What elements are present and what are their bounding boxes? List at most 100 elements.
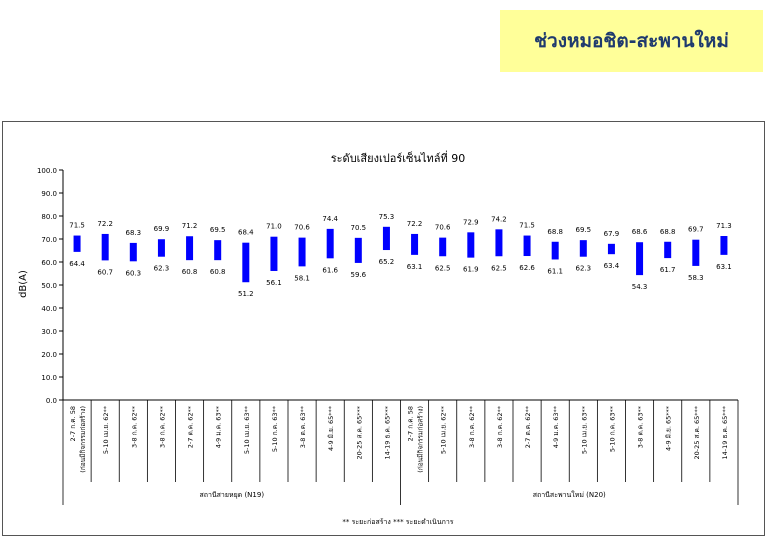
max-value-label: 70.6 (435, 224, 451, 232)
header-title: ช่วงหมอชิต-สะพานใหม่ (534, 30, 729, 52)
max-value-label: 68.8 (660, 228, 676, 236)
min-value-label: 61.1 (547, 267, 563, 275)
category-label: (ก่อนมีกิจกรรมก่อสร้าง) (417, 406, 425, 473)
range-bar (495, 229, 503, 257)
category-label: 5-10 ก.ค. 63** (271, 405, 279, 452)
min-value-label: 63.4 (604, 262, 620, 270)
range-bar (467, 232, 475, 258)
group-label: สถานีสายหยุด (N19) (199, 491, 264, 499)
min-value-label: 63.1 (716, 263, 732, 271)
max-value-label: 71.2 (182, 222, 198, 230)
y-axis-label: dB(A) (18, 270, 29, 298)
y-tick-label: 50.0 (41, 282, 57, 290)
category-label: 20-25 ส.ค. 65*** (355, 405, 363, 459)
category-label: 3-8 ก.ค. 62** (158, 405, 166, 448)
category-label: 4-9 มิ.ย. 65*** (327, 405, 335, 451)
max-value-label: 72.2 (407, 220, 423, 228)
y-tick-label: 70.0 (41, 236, 57, 244)
max-value-label: 68.3 (126, 229, 142, 237)
min-value-label: 62.5 (491, 264, 507, 272)
category-label: 2-7 ก.ค. 58 (69, 406, 77, 441)
max-value-label: 70.6 (294, 224, 310, 232)
max-value-label: 67.9 (604, 230, 620, 238)
y-tick-label: 100.0 (37, 167, 57, 175)
max-value-label: 71.0 (266, 223, 282, 231)
min-value-label: 60.8 (210, 268, 226, 276)
category-label: 3-8 ต.ค. 63** (299, 405, 307, 448)
max-value-label: 68.4 (238, 229, 254, 237)
y-tick-label: 10.0 (41, 374, 57, 382)
min-value-label: 64.4 (69, 260, 85, 268)
category-label: 2-7 ก.ค. 58 (407, 406, 415, 441)
max-value-label: 68.6 (632, 228, 648, 236)
y-tick-label: 60.0 (41, 259, 57, 267)
range-bar (607, 243, 615, 255)
category-label: 2-7 ต.ค. 62** (524, 405, 532, 448)
category-label: 4-9 ม.ค. 63** (215, 405, 223, 448)
max-value-label: 74.4 (322, 215, 338, 223)
min-value-label: 63.1 (407, 263, 423, 271)
y-tick-label: 40.0 (41, 305, 57, 313)
min-value-label: 58.1 (294, 274, 310, 282)
max-value-label: 71.5 (69, 222, 85, 230)
range-bar (242, 242, 250, 283)
y-tick-label: 30.0 (41, 328, 57, 336)
category-label: 14-19 ธ.ค. 65*** (721, 405, 729, 459)
min-value-label: 56.1 (266, 279, 282, 287)
chart-frame (2, 121, 765, 536)
max-value-label: 69.5 (210, 226, 226, 234)
range-bar (439, 237, 447, 257)
category-label: 3-8 ก.ค. 62** (130, 405, 138, 448)
min-value-label: 58.3 (688, 274, 704, 282)
category-label: 5-10 เม.ย. 63** (580, 405, 588, 454)
range-bar (186, 236, 194, 261)
max-value-label: 72.9 (463, 218, 479, 226)
range-bar (720, 236, 728, 255)
category-label: 3-8 ก.ค. 62** (468, 405, 476, 448)
max-value-label: 68.8 (547, 228, 563, 236)
range-bar (129, 242, 137, 262)
range-bar (214, 240, 222, 261)
max-value-label: 71.3 (716, 222, 732, 230)
range-bar (326, 228, 334, 259)
category-label: (ก่อนมีกิจกรรมก่อสร้าง) (79, 406, 87, 473)
category-label: 4-9 ม.ค. 63** (552, 405, 560, 448)
category-label: 5-10 เม.ย. 63** (243, 405, 251, 454)
min-value-label: 62.3 (576, 265, 592, 273)
range-bar (298, 237, 306, 267)
y-tick-label: 0.0 (46, 397, 57, 405)
min-value-label: 60.8 (182, 268, 198, 276)
max-value-label: 75.3 (379, 213, 395, 221)
range-bar (579, 240, 587, 257)
category-label: 3-8 ก.ค. 62** (496, 405, 504, 448)
min-value-label: 65.2 (379, 258, 395, 266)
max-value-label: 70.5 (351, 224, 367, 232)
y-tick-label: 90.0 (41, 190, 57, 198)
category-label: 5-10 ก.ค. 63** (608, 405, 616, 452)
min-value-label: 61.9 (463, 266, 479, 274)
range-bar (382, 226, 390, 251)
min-value-label: 51.2 (238, 290, 254, 298)
chart-marks: 0.0 10.0 20.0 30.0 40.0 50.0 60.0 70.0 80.0 90.0 1… (37, 167, 739, 505)
range-bar (354, 237, 362, 263)
category-label: 4-9 มิ.ย. 65*** (665, 405, 673, 451)
min-value-label: 62.3 (154, 265, 170, 273)
category-label: 5-10 เม.ย. 62** (102, 405, 110, 454)
max-value-label: 69.7 (688, 226, 704, 234)
range-bar (270, 236, 278, 271)
range-bar (411, 233, 419, 255)
range-bar (73, 235, 81, 252)
min-value-label: 54.3 (632, 283, 648, 291)
max-value-label: 71.5 (519, 222, 535, 230)
min-value-label: 60.3 (126, 269, 142, 277)
max-value-label: 69.5 (576, 226, 592, 234)
range-bar (636, 242, 644, 276)
category-label: 5-10 เม.ย. 62** (440, 405, 448, 454)
range-bar (523, 235, 531, 257)
min-value-label: 59.6 (351, 271, 367, 279)
range-bar (157, 239, 165, 257)
group-label: สถานีสะพานใหม่ (N20) (533, 490, 606, 499)
range-bar (101, 233, 109, 261)
range-bar (664, 241, 672, 259)
